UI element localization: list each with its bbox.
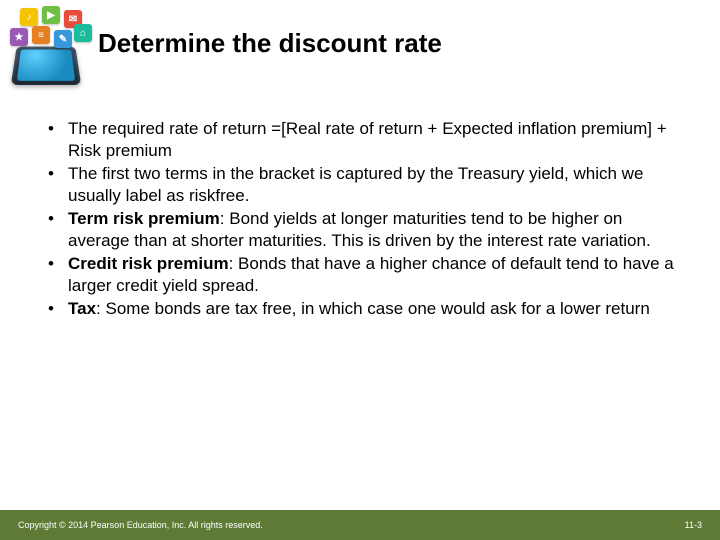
slide-footer: Copyright © 2014 Pearson Education, Inc.… <box>0 510 720 540</box>
bullet-list: The required rate of return =[Real rate … <box>46 118 674 320</box>
list-item: Credit risk premium: Bonds that have a h… <box>46 253 674 298</box>
slide-title: Determine the discount rate <box>98 28 442 59</box>
slide-logo-icon <box>8 6 90 88</box>
list-item: The required rate of return =[Real rate … <box>46 118 674 163</box>
page-number: 11-3 <box>685 520 702 530</box>
tablet-icon <box>11 47 81 85</box>
list-item: Term risk premium: Bond yields at longer… <box>46 208 674 253</box>
tile-music-icon <box>20 8 38 26</box>
list-item: Tax: Some bonds are tax free, in which c… <box>46 298 674 320</box>
tile-star-icon <box>10 28 28 46</box>
bullet-text: : Some bonds are tax free, in which case… <box>96 299 650 318</box>
tile-list-icon <box>32 26 50 44</box>
bullet-lead: Credit risk premium <box>68 254 229 273</box>
bullet-text: The first two terms in the bracket is ca… <box>68 164 643 205</box>
bullet-lead: Tax <box>68 299 96 318</box>
tile-home-icon <box>74 24 92 42</box>
slide-body: The required rate of return =[Real rate … <box>46 118 674 320</box>
tile-edit-icon <box>54 30 72 48</box>
bullet-text: The required rate of return =[Real rate … <box>68 119 667 160</box>
copyright-text: Copyright © 2014 Pearson Education, Inc.… <box>18 520 263 530</box>
bullet-lead: Term risk premium <box>68 209 220 228</box>
tile-play-icon <box>42 6 60 24</box>
list-item: The first two terms in the bracket is ca… <box>46 163 674 208</box>
